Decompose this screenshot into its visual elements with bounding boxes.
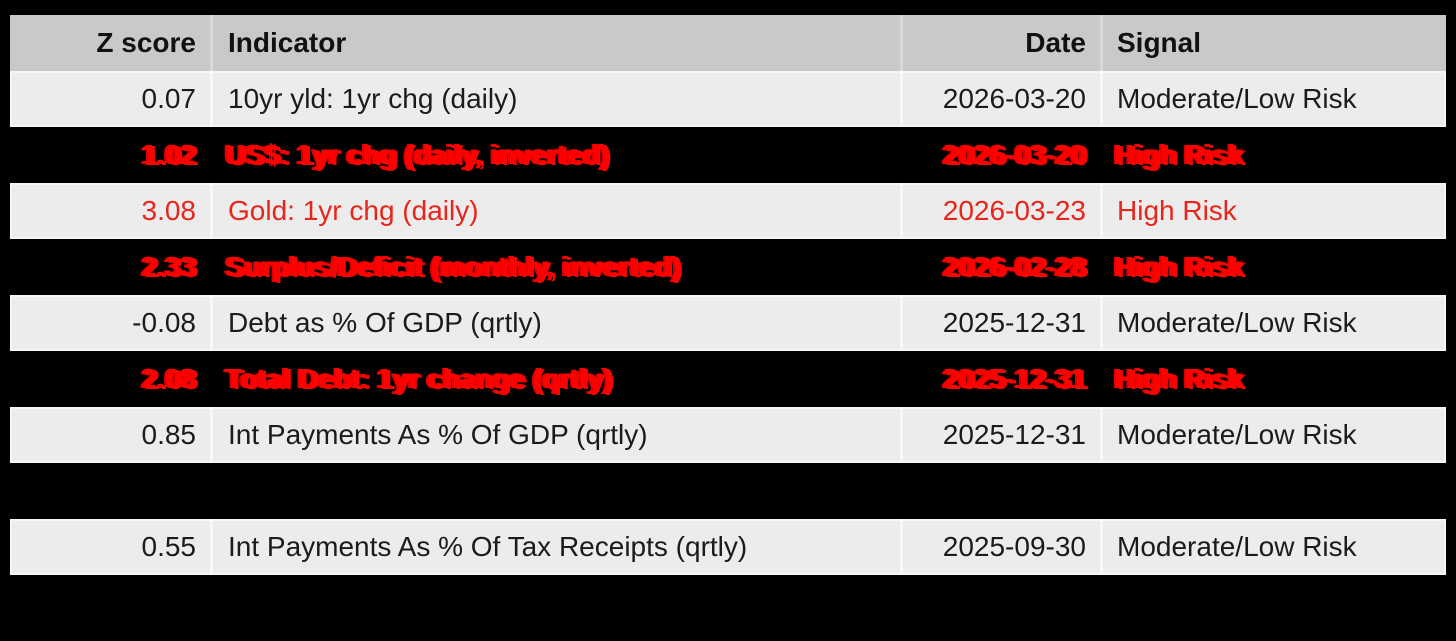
column-header-z-score: Z score bbox=[96, 27, 196, 58]
z-score-cell: 2.08 bbox=[141, 363, 197, 394]
table-row: -0.08 Debt as % Of GDP (qrtly) 2025-12-31 M… bbox=[10, 295, 1446, 351]
date-cell: 2026-02-28 bbox=[942, 251, 1086, 282]
table-row: 0.07 10yr yld: 1yr chg (daily) 2026-03-20 M… bbox=[10, 71, 1446, 127]
risk-indicator-table: Z score Indicator Date Signal 0.07 10yr y… bbox=[10, 15, 1446, 575]
date-cell: 2025-12-31 bbox=[900, 295, 1100, 351]
z-score-cell: 0.55 bbox=[141, 531, 197, 562]
z-score-cell: 1.02 bbox=[141, 139, 197, 170]
date-cell: 2025-12-31 bbox=[900, 407, 1100, 463]
indicator-cell: Int Payments As % Of Tax Receipts (qrtly… bbox=[210, 519, 900, 575]
table-row: 3.08 Gold: 1yr chg (daily) 2026-03-23 High … bbox=[10, 183, 1446, 239]
signal-cell: High Risk bbox=[1100, 183, 1446, 239]
signal-cell: High Risk bbox=[1114, 139, 1244, 170]
table-row: 2.08 Total Debt: 1yr change (qrtly) 2025-1… bbox=[10, 351, 1446, 407]
signal-cell: Moderate/Low Risk bbox=[1100, 295, 1446, 351]
date-cell: 2026-03-23 bbox=[900, 183, 1100, 239]
column-header-indicator: Indicator bbox=[210, 15, 900, 71]
z-score-cell: 0.85 bbox=[141, 419, 197, 450]
table-rows: 0.07 10yr yld: 1yr chg (daily) 2026-03-20 M… bbox=[10, 71, 1446, 575]
indicator-cell: Total Debt: 1yr change (qrtly) bbox=[225, 363, 612, 394]
table-row: 0.85 Int Payments As % Of GDP (qrtly) 2025… bbox=[10, 407, 1446, 463]
table-row: 1.02 US$: 1yr chg (daily, inverted) 2026-0… bbox=[10, 127, 1446, 183]
indicator-cell: Int Payments As % Of GDP (qrtly) bbox=[210, 407, 900, 463]
z-score-cell: 3.08 bbox=[141, 195, 197, 226]
table-header: Z score Indicator Date Signal bbox=[10, 15, 1446, 71]
signal-cell: High Risk bbox=[1114, 363, 1244, 394]
column-header-date: Date bbox=[900, 15, 1100, 71]
indicator-cell: Surplus/Deficit (monthly, inverted) bbox=[225, 251, 681, 282]
z-score-cell: -0.08 bbox=[132, 307, 196, 338]
column-header-signal: Signal bbox=[1100, 15, 1446, 71]
date-cell: 2026-03-20 bbox=[942, 139, 1086, 170]
date-cell: 2025-12-31 bbox=[942, 363, 1086, 394]
table-row: 2.33 Surplus/Deficit (monthly, inverted) 2… bbox=[10, 239, 1446, 295]
signal-cell: High Risk bbox=[1114, 251, 1244, 282]
signal-cell: Moderate/Low Risk bbox=[1100, 407, 1446, 463]
z-score-cell: 0.07 bbox=[141, 83, 197, 114]
indicator-cell: Gold: 1yr chg (daily) bbox=[210, 183, 900, 239]
date-cell: 2025-09-30 bbox=[900, 519, 1100, 575]
indicator-cell: Debt as % Of GDP (qrtly) bbox=[210, 295, 900, 351]
signal-cell: Moderate/Low Risk bbox=[1100, 519, 1446, 575]
table-spacer-row bbox=[10, 463, 1446, 519]
indicator-cell: 10yr yld: 1yr chg (daily) bbox=[210, 71, 900, 127]
date-cell: 2026-03-20 bbox=[900, 71, 1100, 127]
table-row: 0.55 Int Payments As % Of Tax Receipts (q… bbox=[10, 519, 1446, 575]
z-score-cell: 2.33 bbox=[141, 251, 197, 282]
indicator-cell: US$: 1yr chg (daily, inverted) bbox=[225, 139, 609, 170]
signal-cell: Moderate/Low Risk bbox=[1100, 71, 1446, 127]
